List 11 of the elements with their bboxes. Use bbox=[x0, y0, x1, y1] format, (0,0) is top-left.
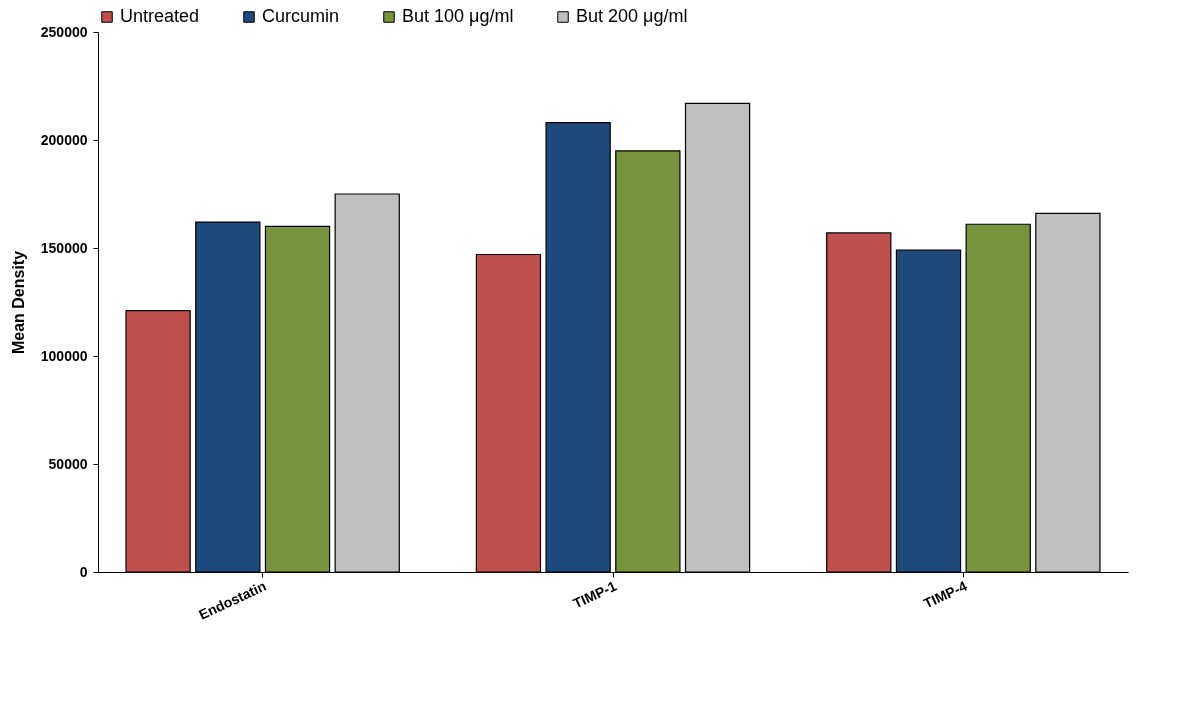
y-tick-label: 250000 bbox=[40, 23, 88, 40]
y-tick-label: 200000 bbox=[40, 131, 88, 148]
y-axis-title: Mean Density bbox=[9, 250, 27, 355]
y-tick-label: 100000 bbox=[40, 347, 88, 364]
y-tick-label: 50000 bbox=[48, 455, 88, 472]
legend-label: But 200 μg/ml bbox=[576, 6, 688, 26]
legend-label: Curcumin bbox=[262, 6, 340, 26]
legend-label: Untreated bbox=[120, 6, 200, 26]
y-tick-label: 0 bbox=[79, 563, 88, 580]
legend-label: But 100 μg/ml bbox=[402, 6, 514, 26]
y-tick-label: 150000 bbox=[40, 239, 88, 256]
